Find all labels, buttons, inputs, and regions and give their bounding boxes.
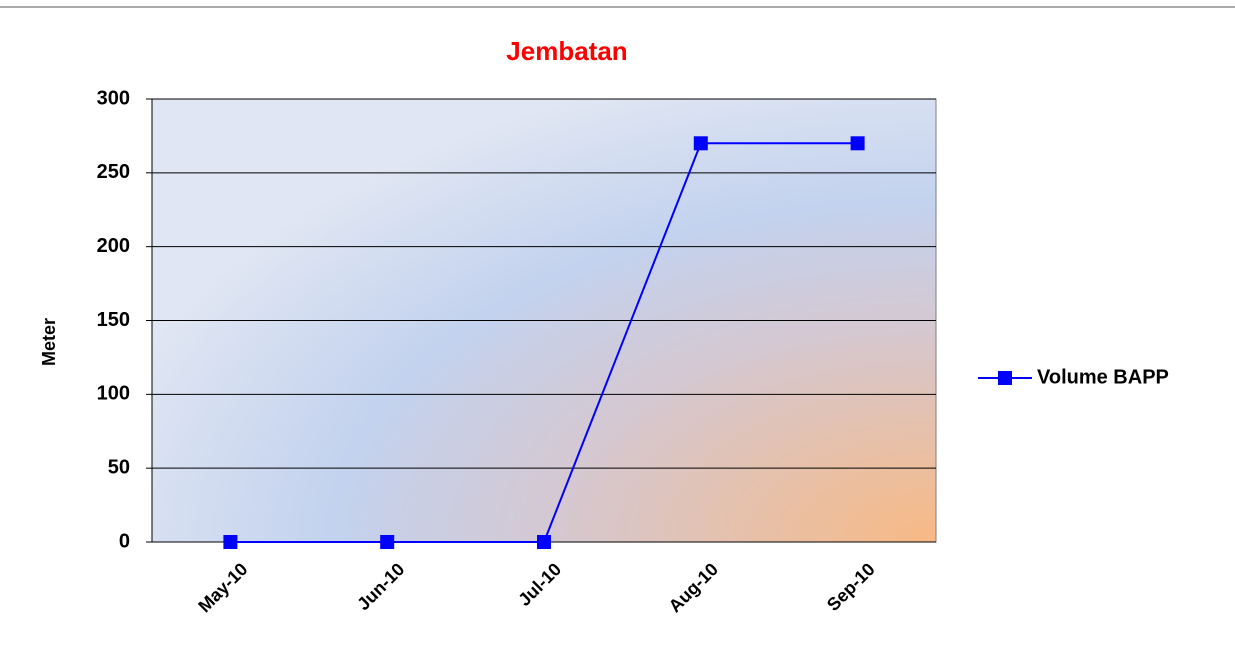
legend-marker bbox=[998, 371, 1012, 385]
y-tick-label: 50 bbox=[108, 456, 130, 478]
y-tick-label: 0 bbox=[119, 530, 130, 552]
y-tick-label: 200 bbox=[97, 235, 130, 257]
x-tick-label: Jun-10 bbox=[353, 559, 408, 614]
x-tick-label: Aug-10 bbox=[665, 559, 722, 616]
x-tick-label: Jul-10 bbox=[514, 559, 565, 610]
marker bbox=[537, 535, 551, 549]
legend-label: Volume BAPP bbox=[1037, 366, 1169, 388]
marker bbox=[380, 535, 395, 549]
y-axis-label: Meter bbox=[39, 318, 59, 366]
y-tick-label: 150 bbox=[97, 309, 130, 331]
y-tick-label: 250 bbox=[97, 161, 130, 183]
y-tick-label: 100 bbox=[97, 383, 130, 405]
marker bbox=[693, 136, 708, 151]
y-tick-label: 300 bbox=[97, 87, 130, 109]
marker bbox=[223, 535, 238, 549]
marker bbox=[850, 136, 865, 151]
x-tick-label: May-10 bbox=[194, 559, 251, 616]
chart-title: Jembatan bbox=[506, 36, 627, 66]
x-tick-label: Sep-10 bbox=[823, 559, 879, 615]
